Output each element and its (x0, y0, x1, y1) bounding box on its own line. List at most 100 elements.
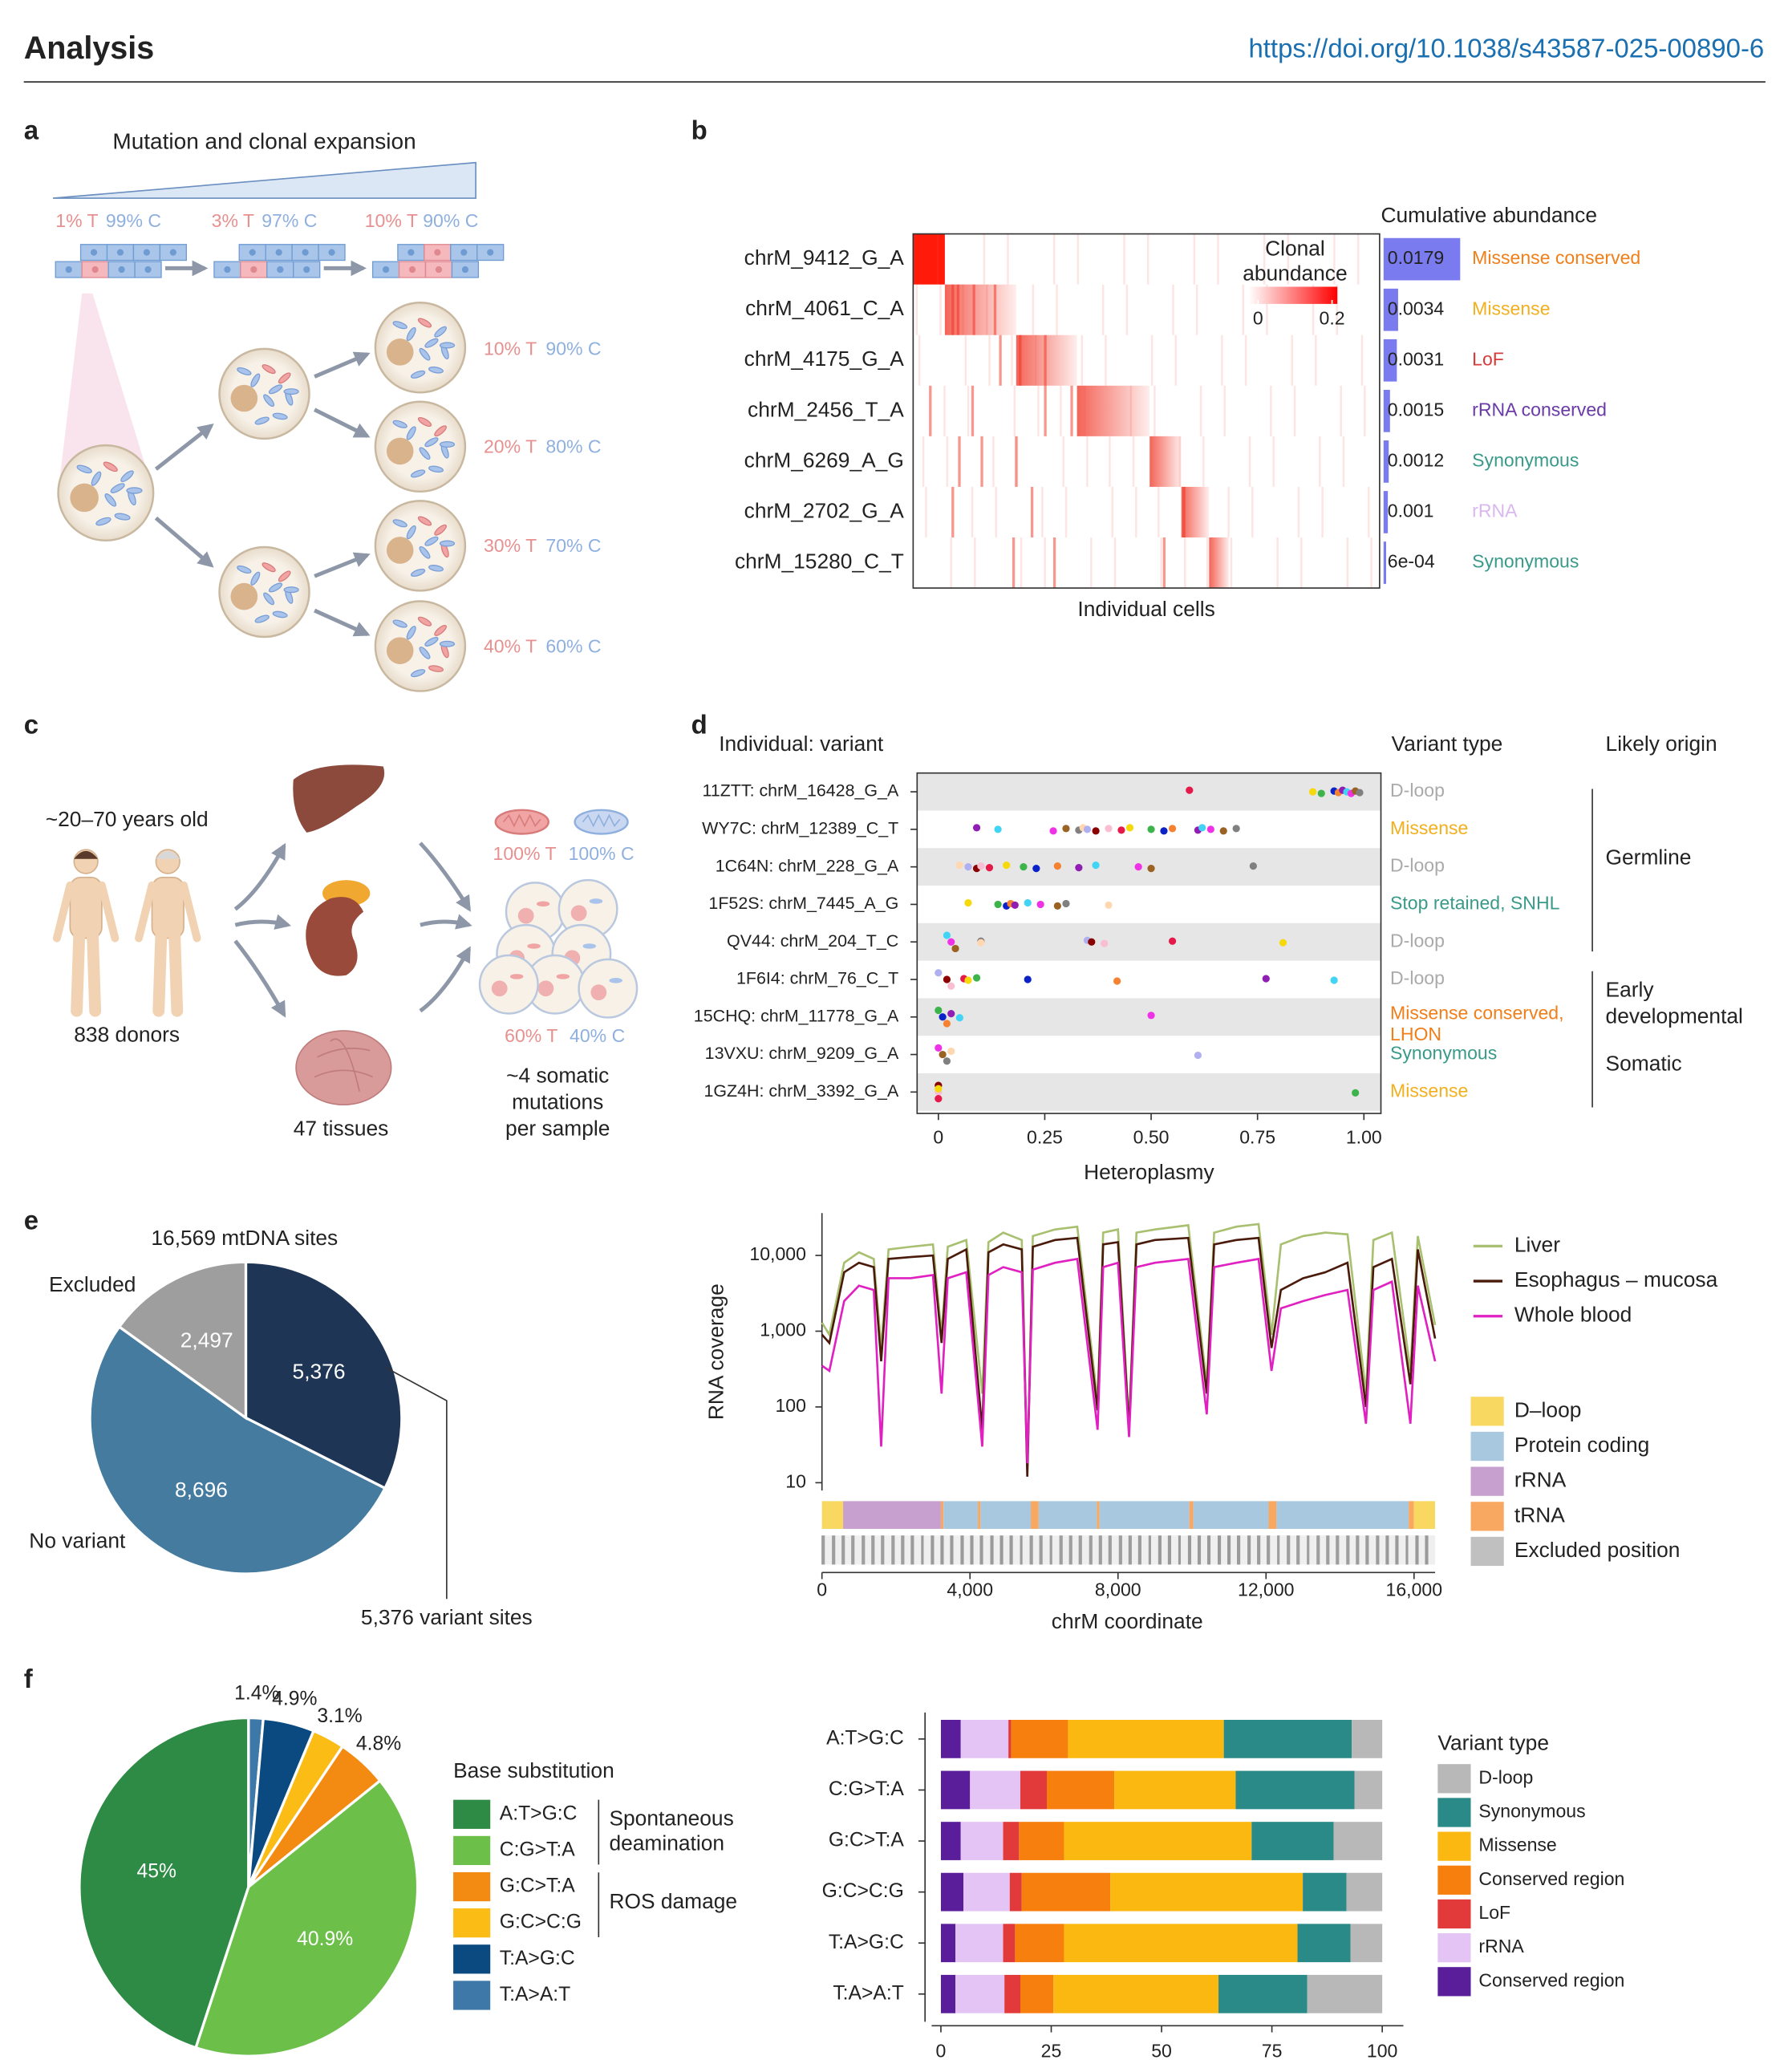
bar-segment (1235, 1770, 1355, 1810)
legend-label: Conserved region (1478, 1868, 1624, 1889)
dot (994, 900, 1002, 909)
legend-title: Variant type (1437, 1730, 1549, 1754)
dot (943, 1020, 951, 1028)
track-segment (978, 1501, 981, 1529)
x-tick-label: 100 (1367, 2040, 1397, 2061)
heat-faint (1195, 284, 1198, 335)
sample-mito (527, 943, 541, 949)
track-swatch (1470, 1397, 1504, 1426)
person-hair (156, 850, 180, 859)
bar-segment (1009, 1872, 1022, 1912)
mitochondrion (406, 525, 416, 540)
tissue-nucleus (169, 249, 176, 256)
mitochondrion (250, 373, 261, 387)
abundance-bar (1383, 389, 1390, 432)
heat-faint (1227, 486, 1230, 537)
legend-label: T:A>A:T (500, 1984, 571, 2005)
tissue-nucleus (65, 266, 72, 274)
variant-type: rRNA conserved (1472, 399, 1607, 420)
row-label: chrM_2456_T_A (748, 397, 904, 421)
sample-cell (478, 954, 539, 1015)
bar-segment (1303, 1872, 1347, 1912)
dot (1160, 827, 1168, 835)
bar-segment (1346, 1872, 1383, 1912)
abundance-bar (1383, 491, 1389, 533)
dot (1062, 899, 1070, 908)
mito-c-label: 100% C (569, 843, 635, 864)
bar-segment (955, 1924, 1004, 1963)
tissue-nucleus (382, 266, 390, 274)
bar-segment (1333, 1822, 1383, 1860)
mitochondrion (254, 416, 270, 425)
abundance-bar (1383, 440, 1389, 483)
sample-mito (509, 974, 524, 979)
heat-faint (1160, 537, 1162, 589)
heat-faint (1321, 486, 1324, 537)
bar-segment (1064, 1822, 1252, 1860)
heat-faint (1202, 436, 1205, 487)
bar-segment (1053, 1974, 1219, 2013)
age-label: ~20–70 years old (46, 807, 209, 831)
mitochondrion (419, 647, 431, 659)
heat-faint (971, 486, 974, 537)
dot (985, 864, 994, 872)
heat-faint (967, 385, 970, 436)
heat-streak (1012, 537, 1016, 589)
row-shade (917, 1072, 1381, 1111)
heat-faint (1158, 486, 1160, 537)
tissue-nucleus (118, 266, 125, 274)
bar-segment (970, 1770, 1020, 1810)
doi-link[interactable]: https://doi.org/10.1038/s43587-025-00890… (1248, 33, 1764, 63)
dot (1011, 901, 1019, 910)
bar-segment (1047, 1770, 1115, 1810)
mitochondrion (126, 487, 143, 494)
legend-swatch (1437, 1933, 1471, 1963)
person-arm (52, 881, 75, 943)
liver (293, 764, 385, 833)
dot (1024, 975, 1032, 983)
mitochondrion (428, 665, 444, 672)
dot (1092, 827, 1100, 835)
dot (943, 931, 951, 939)
heat-faint (1041, 486, 1044, 537)
heat-faint (1174, 335, 1177, 386)
coverage-line (821, 1236, 1437, 1477)
cell-t-label: 10% T (484, 339, 537, 359)
tissue-nucleus (116, 249, 124, 256)
mitochondrion (406, 326, 416, 342)
row-label: chrM_4175_G_A (744, 347, 905, 371)
bar-segment (940, 1974, 956, 2013)
heat-streak (1162, 537, 1166, 589)
origin-label: Germline (1606, 845, 1692, 870)
heat-faint (1123, 233, 1125, 285)
colorbar-title: abundance (1243, 262, 1347, 286)
heat-block (913, 233, 945, 285)
legend-swatch (1437, 1865, 1471, 1895)
heat-streak (1044, 385, 1047, 436)
sample-mito (609, 978, 622, 983)
heat-faint (915, 284, 918, 335)
x-axis-title: Heteroplasmy (1084, 1160, 1214, 1184)
mitochondrion (410, 370, 426, 379)
colorbar-title: Clonal (1265, 236, 1325, 260)
mitochondrion (424, 437, 439, 448)
legend-label: G:C>T:A (500, 1875, 576, 1897)
legend-label: Conserved region (1478, 1969, 1624, 1990)
heat-streak (951, 284, 955, 335)
sample-t-label: 60% T (505, 1025, 558, 1046)
track-segment (1189, 1501, 1194, 1529)
x-tick-label: 1.00 (1346, 1126, 1382, 1147)
dot (1186, 786, 1194, 794)
arrow (314, 608, 371, 637)
tissue-nucleus (302, 249, 309, 256)
slice-label: 5,376 (293, 1360, 346, 1384)
x-axis-title: chrM coordinate (1052, 1609, 1203, 1633)
heat-faint (985, 284, 988, 335)
legend-swatch (453, 1871, 491, 1902)
dot (943, 975, 951, 983)
dot (1198, 824, 1206, 832)
legend-swatch (1437, 1899, 1471, 1929)
sample-nucleus (517, 907, 534, 924)
variant-type: LHON (1390, 1024, 1441, 1044)
